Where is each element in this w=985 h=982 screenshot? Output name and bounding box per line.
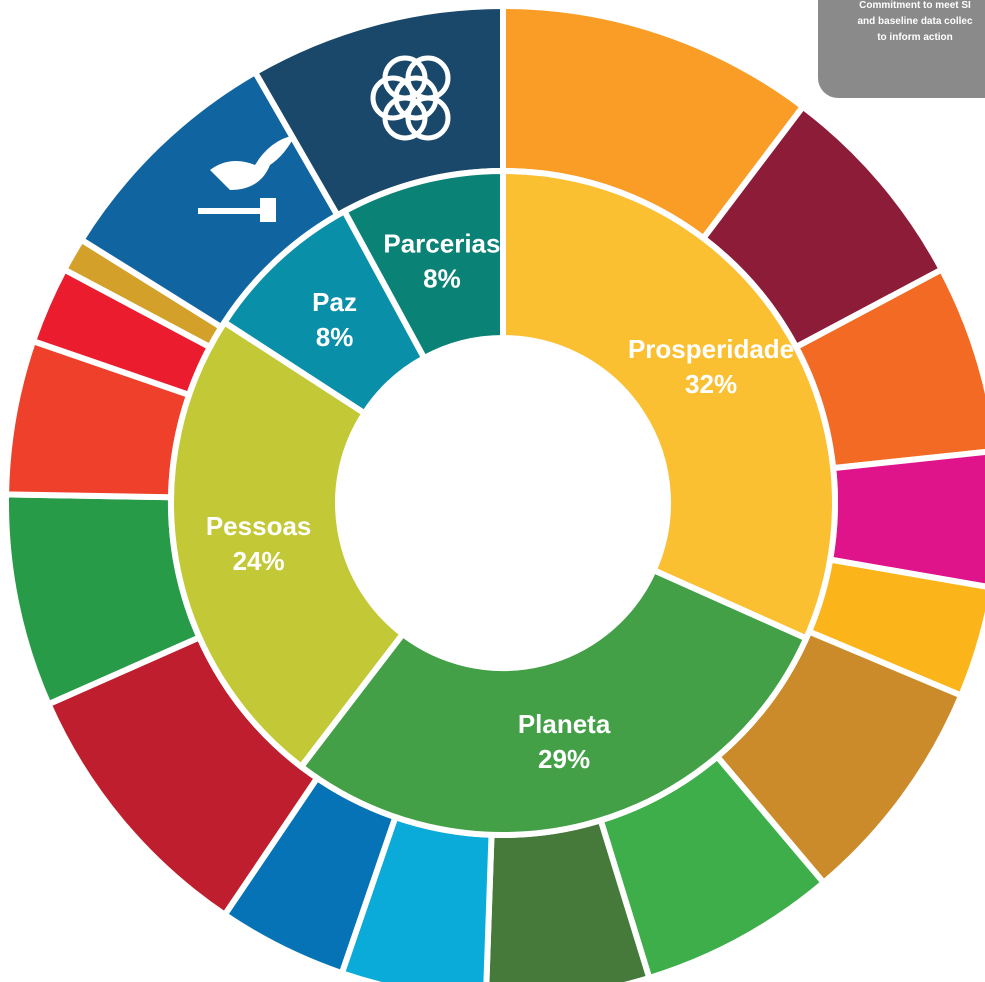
- category-label: Paz: [312, 287, 357, 317]
- partnership-icon: [370, 55, 451, 141]
- badge-line: and baseline data collec: [857, 16, 972, 27]
- badge: Commitment to meet SI and baseline data …: [818, 0, 985, 98]
- value-label: 8%: [423, 264, 461, 294]
- value-label: 29%: [538, 744, 590, 774]
- wedge: [500, 167, 838, 643]
- badge-background: [818, 0, 985, 98]
- category-label: Parcerias: [383, 229, 500, 259]
- badge-line: to inform action: [877, 32, 953, 43]
- category-label: Pessoas: [206, 511, 312, 541]
- wedge: [340, 167, 506, 363]
- wedge: [168, 318, 407, 771]
- value-label: 24%: [233, 546, 285, 576]
- wedges: [3, 2, 985, 982]
- category-label: Planeta: [518, 709, 611, 739]
- category-label: Prosperidade: [628, 334, 794, 364]
- wedge: [297, 566, 811, 838]
- peace-icon: [198, 135, 295, 222]
- badge-line: Commitment to meet SI: [859, 0, 971, 11]
- value-label: 8%: [316, 322, 354, 352]
- value-label: 32%: [685, 369, 737, 399]
